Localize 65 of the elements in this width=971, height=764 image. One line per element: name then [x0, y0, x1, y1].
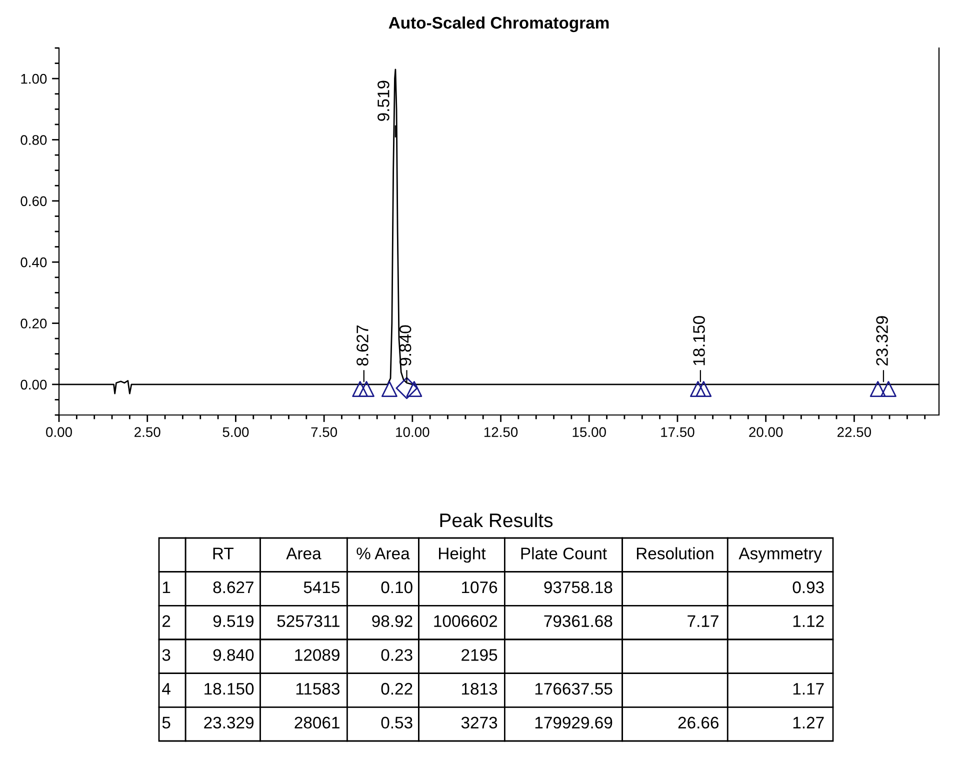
x-tick-label: 10.00 [396, 427, 430, 438]
chart-title: Auto-Scaled Chromatogram [388, 16, 609, 32]
text: 0.93 [792, 581, 824, 594]
x-tick-label: 2.50 [134, 427, 160, 438]
text: 3 [162, 649, 170, 661]
text: 98.92 [372, 615, 412, 628]
y-tick-label: 0.00 [20, 380, 47, 390]
text: 3273 [461, 716, 498, 729]
x-tick-label: 5.00 [222, 427, 249, 438]
annotation: 23.329 [876, 316, 888, 366]
annotation: 8.627 [356, 325, 368, 366]
x-tick-label: 0.00 [46, 427, 72, 438]
y-tick-label: 0.60 [20, 196, 47, 206]
x-tick-label: 22.50 [838, 427, 872, 438]
text: 0.23 [381, 649, 412, 661]
text: 1006602 [434, 615, 497, 628]
text: % Area [356, 548, 410, 560]
text: Asymmetry [738, 548, 822, 563]
text: 28061 [294, 716, 340, 729]
text: Height [439, 547, 486, 563]
text: 179929.69 [535, 716, 612, 729]
annotation: 9.840 [399, 325, 412, 366]
text: Peak Results [440, 512, 553, 528]
text: Resolution [636, 547, 714, 560]
x-tick-label: 7.50 [311, 427, 338, 438]
text: 26.66 [678, 716, 718, 729]
text: RT [213, 548, 234, 560]
text: 9.840 [213, 649, 254, 661]
text: 176637.55 [535, 682, 612, 695]
x-tick-label: 17.50 [661, 427, 694, 438]
y-tick-label: 0.40 [20, 257, 47, 268]
x-tick-label: 12.50 [484, 427, 518, 438]
x-tick-label: 15.00 [572, 427, 606, 438]
text: 7.17 [688, 615, 718, 627]
text: 18.150 [204, 682, 254, 695]
text: 8.627 [213, 581, 254, 594]
text: 12089 [295, 649, 340, 661]
text: 1.12 [793, 615, 824, 627]
y-tick-label: 1.00 [21, 74, 47, 84]
text: 1813 [462, 682, 498, 695]
text: 4 [162, 683, 170, 695]
y-tick-label: 0.20 [20, 318, 47, 328]
text: 11583 [296, 682, 340, 695]
annotation: 9.519 [378, 80, 390, 121]
text: 0.22 [381, 682, 412, 695]
text: 23.329 [204, 716, 254, 729]
text: 1076 [462, 581, 498, 594]
text: 5257311 [277, 615, 340, 628]
text: Plate Count [521, 547, 607, 560]
text: 1.27 [793, 716, 824, 728]
x-tick-label: 20.00 [749, 427, 783, 438]
text: 1 [162, 582, 170, 594]
text: 5415 [304, 582, 340, 594]
text: 93758.18 [544, 581, 612, 594]
text: 5 [162, 716, 170, 729]
text: 0.10 [381, 581, 412, 594]
text: 1.17 [793, 683, 824, 695]
y-tick-label: 0.80 [20, 135, 47, 145]
text: 2 [162, 615, 170, 627]
text: 0.53 [381, 716, 412, 729]
annotation: 18.150 [693, 316, 705, 366]
text: 9.519 [213, 615, 254, 628]
text: 79361.68 [544, 615, 612, 628]
text: Area [286, 548, 322, 560]
text: 2195 [462, 649, 498, 661]
